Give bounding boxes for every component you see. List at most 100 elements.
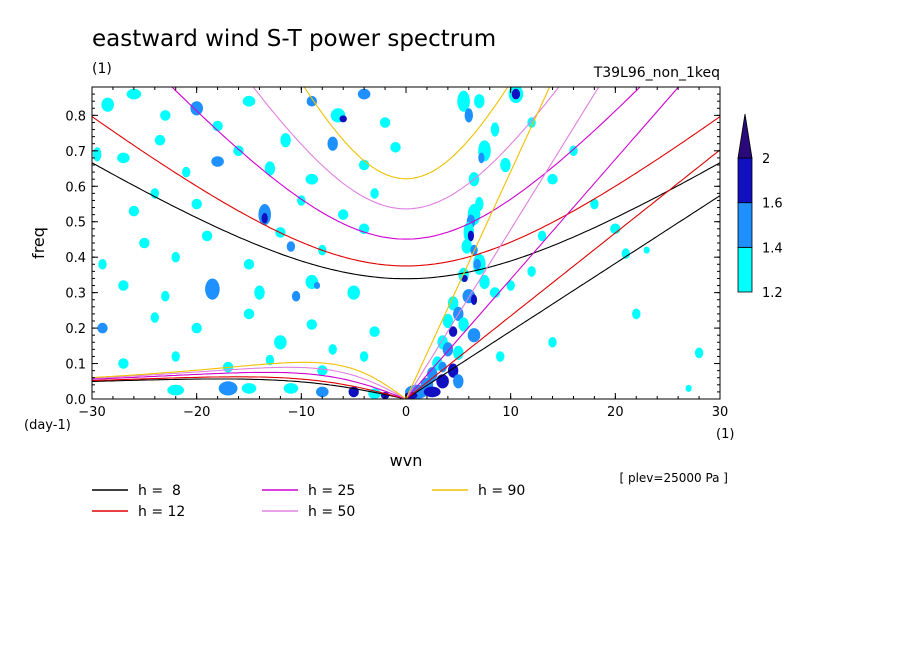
plot-frame (91, 86, 721, 400)
colorbar-segment (737, 157, 753, 204)
y-tick-label: 0.8 (65, 109, 86, 124)
spectrum-blob (458, 317, 469, 332)
colorbar-segment (737, 202, 753, 248)
spectrum-blob (632, 308, 641, 320)
rossby-curve (92, 376, 407, 399)
spectrum-blob (328, 344, 337, 355)
spectrum-blob (317, 365, 328, 376)
spectrum-blob (442, 313, 454, 329)
spectrum-blob (291, 290, 301, 302)
spectrum-blob (241, 383, 257, 394)
kelvin-curve (405, 87, 551, 399)
colorbar-label: 1.2 (762, 286, 783, 301)
ig-curve (252, 87, 560, 210)
y-tick-label: 0.1 (65, 358, 86, 373)
spectrum-blob (201, 230, 213, 242)
spectrum-blob (438, 361, 447, 373)
x-tick-label: −20 (183, 405, 210, 420)
spectrum-blob (154, 134, 166, 146)
spectrum-blob (254, 285, 265, 300)
spectrum-blob (117, 152, 130, 164)
chart-title: eastward wind S-T power spectrum (92, 26, 496, 52)
spectrum-blob (338, 209, 349, 220)
spectrum-blob (243, 308, 255, 320)
y-tick-label: 0.7 (65, 145, 86, 160)
spectrum-blob (448, 326, 458, 337)
spectrum-blob (643, 246, 650, 254)
spectrum-blob (97, 322, 108, 334)
spectrum-blob (171, 351, 180, 362)
spectrum-blob (306, 95, 317, 107)
legend-label: h = 50 (308, 504, 355, 520)
spectrum-blob (590, 198, 599, 210)
spectrum-blob (511, 88, 521, 100)
spectrum-blob (470, 294, 478, 306)
spectrum-blob (265, 354, 275, 366)
spectrum-blob (274, 335, 287, 350)
colorbar-label: 1.4 (762, 241, 783, 256)
spectrum-blob (390, 142, 401, 153)
y-tick-label: 0.5 (65, 216, 86, 231)
x-tick-label: 20 (607, 405, 624, 420)
spectrum-blob (461, 239, 472, 254)
spectrum-blob (191, 198, 202, 210)
legend-label: h = 90 (478, 483, 525, 499)
legend-label: h = 8 (138, 483, 181, 499)
ig-curve (92, 162, 720, 280)
dispersion-curves (92, 87, 720, 399)
spectrum-blob (423, 386, 441, 398)
spectrum-blob (442, 342, 454, 357)
spectrum-blob (205, 278, 220, 300)
ig-curve (303, 87, 509, 180)
spectrum-blob (506, 280, 515, 291)
spectrum-blob (212, 120, 223, 132)
spectrum-blob (118, 280, 129, 291)
x-tick-label: −10 (288, 405, 315, 420)
spectrum-blob (379, 117, 391, 128)
y-axis-label: freq (29, 227, 48, 259)
spectrum-blob (305, 173, 319, 185)
rossby-curve (92, 371, 407, 399)
spectrum-blob (461, 275, 468, 282)
y-tick-label: 0.4 (65, 251, 86, 266)
spectrum-blob (453, 345, 464, 360)
spectrum-blob (474, 94, 485, 109)
spectrum-blob (464, 108, 473, 123)
rossby-curve (92, 366, 407, 399)
spectrum-blob (479, 274, 490, 290)
spectrum-blob (527, 117, 536, 128)
spectrum-blob (283, 383, 299, 394)
spectrum-blob (467, 328, 481, 343)
spectrum-blob (339, 115, 347, 123)
spectrum-blob (537, 230, 547, 242)
spectrum-blob (167, 384, 185, 396)
colorbar-label: 1.6 (762, 197, 783, 212)
spectrum-blob (190, 101, 203, 116)
spectrum-blob (347, 285, 361, 300)
y-tick-label: 0.3 (65, 287, 86, 302)
spectrum-blob (327, 136, 338, 151)
spectrum-blob (313, 282, 321, 289)
chart-subtitle-right: T39L96_non_1keq (593, 65, 720, 81)
spectrum-blob (218, 381, 238, 396)
legend-label: h = 12 (138, 504, 185, 520)
colorbar-label: 2 (762, 152, 770, 167)
spectrum-blob (357, 88, 371, 100)
spectrum-blob (160, 110, 171, 121)
spectrum-blob (264, 161, 276, 176)
spectrum-contours (93, 87, 704, 399)
spectrum-blob (685, 384, 692, 392)
spectrum-blob (548, 337, 557, 348)
y-tick-label: 0.2 (65, 322, 86, 337)
spectrum-blob (496, 351, 505, 362)
spectrum-blob (242, 95, 256, 107)
spectrum-blob (359, 351, 369, 362)
y-axis-unit: (day-1) (24, 418, 71, 433)
spectrum-blob (93, 147, 102, 162)
spectrum-blob (478, 152, 485, 164)
x-axis-unit: (1) (716, 427, 734, 442)
spectrum-blob (467, 230, 474, 242)
spectrum-blob (368, 388, 381, 399)
x-axis-label: wvn (390, 451, 423, 470)
